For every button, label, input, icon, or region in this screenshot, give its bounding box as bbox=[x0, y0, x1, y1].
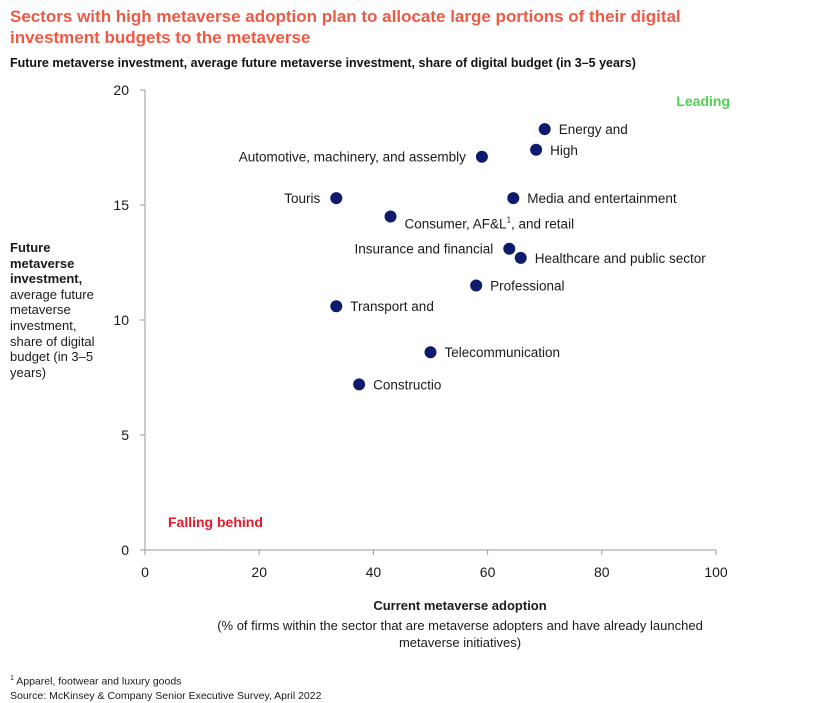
x-axis-label-rest: (% of firms within the sector that are m… bbox=[217, 618, 703, 650]
annotation-falling-behind: Falling behind bbox=[168, 514, 263, 530]
x-axis-label: Current metaverse adoption (% of firms w… bbox=[200, 597, 720, 651]
data-point-label: Consumer, AF&L1, and retail bbox=[405, 216, 575, 232]
data-point-label: Constructio bbox=[373, 377, 441, 392]
x-tick-label: 100 bbox=[704, 564, 728, 580]
y-axis-label-bold: Future metaverse investment, bbox=[10, 240, 83, 287]
footnote-note-text: Apparel, footwear and luxury goods bbox=[13, 675, 182, 688]
data-point bbox=[475, 150, 488, 163]
data-point-label-text: Consumer, AF&L bbox=[405, 217, 508, 232]
x-tick-label: 20 bbox=[251, 564, 267, 580]
data-point-label: Transport and bbox=[350, 299, 434, 314]
data-point-label-text: Insurance and financial bbox=[354, 242, 493, 257]
y-tick-label: 10 bbox=[113, 312, 129, 328]
source-note: Source: McKinsey & Company Senior Execut… bbox=[10, 689, 322, 702]
y-axis-label: Future metaverse investment, average fut… bbox=[10, 240, 110, 380]
data-point-label-suffix: , and retail bbox=[511, 217, 574, 232]
data-point bbox=[424, 346, 437, 359]
y-axis-label-rest: average future metaverse investment, sha… bbox=[10, 286, 95, 380]
data-point-label-text: Professional bbox=[490, 279, 564, 294]
data-point-label: High bbox=[550, 143, 578, 158]
data-point-label-text: Transport and bbox=[350, 299, 434, 314]
data-point-label: Telecommunication bbox=[445, 345, 561, 360]
y-tick-label: 0 bbox=[121, 542, 129, 558]
data-point bbox=[330, 300, 343, 313]
data-point bbox=[384, 210, 397, 223]
x-tick-label: 40 bbox=[366, 564, 382, 580]
data-point-label-text: Telecommunication bbox=[445, 345, 561, 360]
data-point-label: Energy and bbox=[559, 122, 628, 137]
data-point bbox=[507, 192, 520, 205]
data-point-label-text: Healthcare and public sector bbox=[535, 251, 707, 266]
x-tick-label: 80 bbox=[594, 564, 610, 580]
data-point-label-text: Automotive, machinery, and assembly bbox=[239, 150, 466, 165]
data-point bbox=[503, 242, 516, 255]
data-point-label: Touris bbox=[284, 191, 320, 206]
chart-title: Sectors with high metaverse adoption pla… bbox=[10, 7, 681, 47]
chart-subtitle: Future metaverse investment, average fut… bbox=[10, 56, 636, 70]
data-point-label: Media and entertainment bbox=[527, 191, 677, 206]
data-point-label: Professional bbox=[490, 279, 564, 294]
data-point-label: Healthcare and public sector bbox=[535, 251, 707, 266]
data-point bbox=[470, 279, 483, 292]
x-tick-label: 0 bbox=[141, 564, 149, 580]
data-point-label-text: Touris bbox=[284, 191, 320, 206]
data-point-label-text: Constructio bbox=[373, 377, 441, 392]
footnote-marker: 1 bbox=[10, 675, 14, 682]
x-tick-label: 60 bbox=[480, 564, 496, 580]
data-point bbox=[538, 123, 551, 136]
data-point bbox=[514, 251, 527, 264]
data-point-label-text: Energy and bbox=[559, 122, 628, 137]
data-point-label: Automotive, machinery, and assembly bbox=[239, 150, 466, 165]
data-point-label-superscript: 1 bbox=[507, 216, 512, 225]
data-point-label-text: Media and entertainment bbox=[527, 191, 677, 206]
y-tick-label: 5 bbox=[121, 427, 129, 443]
y-tick-label: 15 bbox=[113, 197, 129, 213]
data-point-label: Insurance and financial bbox=[354, 242, 493, 257]
y-tick-label: 20 bbox=[113, 82, 129, 98]
data-point bbox=[530, 143, 543, 156]
data-point bbox=[330, 192, 343, 205]
footnote-note: 1 Apparel, footwear and luxury goods bbox=[10, 672, 321, 689]
data-point bbox=[353, 378, 366, 391]
annotation-leading: Leading bbox=[676, 93, 730, 109]
data-point-label-text: High bbox=[550, 143, 578, 158]
x-axis-label-bold: Current metaverse adoption bbox=[373, 598, 547, 613]
footnote: 1 Apparel, footwear and luxury goods Sou… bbox=[10, 672, 321, 703]
